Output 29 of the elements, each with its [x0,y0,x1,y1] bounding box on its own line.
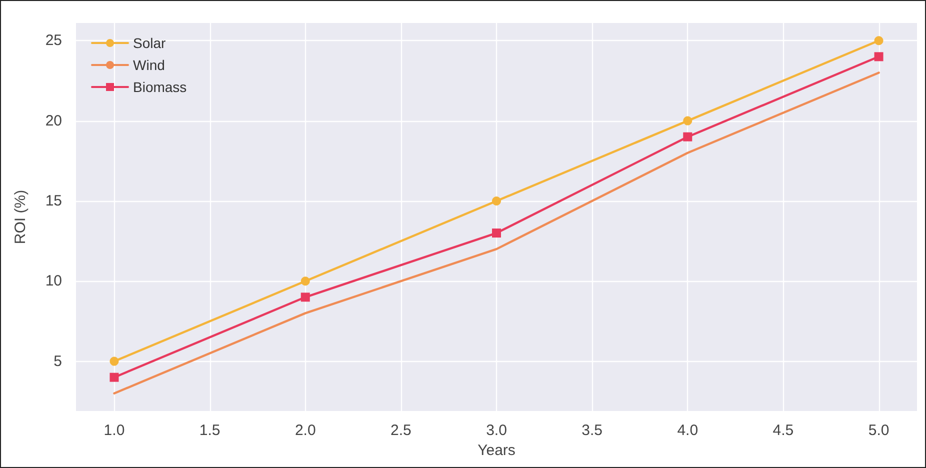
point [874,52,884,62]
y-tick-label: 20 [45,112,62,130]
y-tick-label: 10 [45,272,62,290]
point [492,196,501,206]
point [874,36,884,46]
x-tick-label: 3.5 [582,422,602,439]
legend-label: Solar [133,35,166,51]
point [110,356,119,366]
y-tick-label: 5 [54,352,62,370]
point [492,228,501,238]
y-axis-title: ROI (%) [12,190,29,244]
x-tick-label: 3.0 [486,422,507,439]
point [300,292,310,302]
x-tick-label: 5.0 [868,422,890,439]
x-tick-label: 4.5 [772,422,794,439]
x-tick-label: 4.0 [677,422,698,439]
x-tick-label: 2.5 [390,422,412,439]
point [110,372,119,382]
x-tick-label: 1.5 [199,422,220,439]
x-axis-title: Years [478,442,516,459]
y-tick-label: 25 [45,32,62,50]
legend-label: Wind [133,57,165,73]
point [683,116,692,126]
legend-label: Biomass [133,79,187,95]
x-tick-label: 2.0 [294,422,316,439]
y-tick-label: 15 [45,192,62,210]
x-tick-label: 1.0 [104,422,125,439]
point [683,132,692,142]
point [300,276,310,286]
